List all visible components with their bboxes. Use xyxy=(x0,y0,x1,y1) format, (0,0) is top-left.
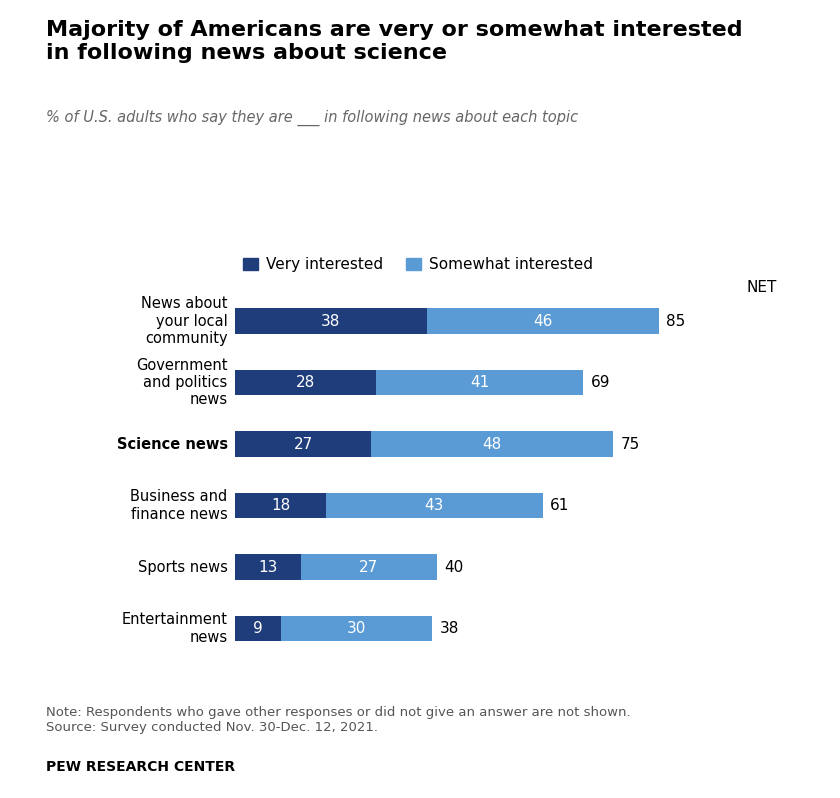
Text: 46: 46 xyxy=(533,314,553,329)
Text: NET: NET xyxy=(747,279,777,294)
Text: 30: 30 xyxy=(346,621,366,636)
Text: 27: 27 xyxy=(360,559,378,575)
Text: 75: 75 xyxy=(621,437,640,452)
Text: PEW RESEARCH CENTER: PEW RESEARCH CENTER xyxy=(46,760,235,774)
Text: 9: 9 xyxy=(253,621,263,636)
Text: 40: 40 xyxy=(444,559,464,575)
Text: Government
and politics
news: Government and politics news xyxy=(136,358,228,408)
Bar xyxy=(301,554,437,580)
Text: Note: Respondents who gave other responses or did not give an answer are not sho: Note: Respondents who gave other respons… xyxy=(46,706,631,734)
Text: 18: 18 xyxy=(271,498,290,513)
Text: Entertainment
news: Entertainment news xyxy=(122,612,228,645)
Text: 27: 27 xyxy=(294,437,312,452)
Bar xyxy=(281,615,432,642)
Bar xyxy=(427,308,659,334)
Text: % of U.S. adults who say they are ___ in following news about each topic: % of U.S. adults who say they are ___ in… xyxy=(46,110,578,126)
Text: 28: 28 xyxy=(297,375,315,390)
Text: Sports news: Sports news xyxy=(138,559,228,575)
Text: Majority of Americans are very or somewhat interested
in following news about sc: Majority of Americans are very or somewh… xyxy=(46,20,743,63)
Text: 41: 41 xyxy=(470,375,489,390)
Bar xyxy=(371,431,613,457)
Text: 85: 85 xyxy=(666,314,685,329)
Text: 38: 38 xyxy=(439,621,459,636)
Text: 38: 38 xyxy=(321,314,341,329)
Text: 13: 13 xyxy=(258,559,278,575)
Legend: Very interested, Somewhat interested: Very interested, Somewhat interested xyxy=(243,257,593,272)
Bar xyxy=(235,492,326,519)
Text: News about
your local
community: News about your local community xyxy=(141,296,228,346)
Text: Business and
finance news: Business and finance news xyxy=(130,489,228,522)
Bar xyxy=(376,369,583,396)
Bar xyxy=(235,615,281,642)
Bar xyxy=(235,431,371,457)
Bar xyxy=(326,492,543,519)
Text: 43: 43 xyxy=(424,498,444,513)
Bar xyxy=(235,369,376,396)
Bar xyxy=(235,554,301,580)
Bar xyxy=(235,308,427,334)
Text: 61: 61 xyxy=(550,498,570,513)
Text: 69: 69 xyxy=(591,375,610,390)
Text: 48: 48 xyxy=(483,437,501,452)
Text: Science news: Science news xyxy=(117,437,228,452)
